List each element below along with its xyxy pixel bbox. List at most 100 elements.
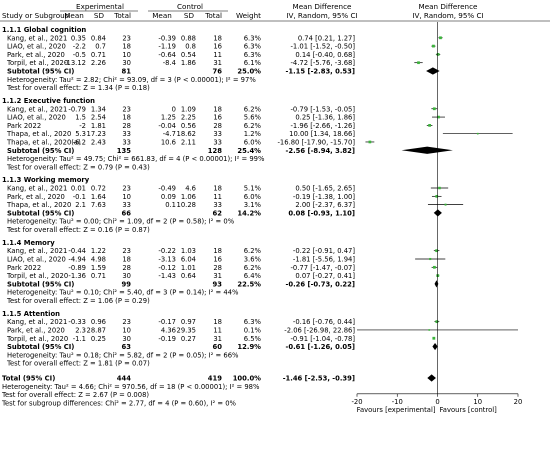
subtotal-diamond [401, 146, 453, 154]
study-e-mean: -1.36 [68, 272, 86, 280]
study-ci: -0.91 [-1.04, -0.78] [290, 335, 355, 343]
study-ci: -1.01 [-1.52, -0.50] [290, 43, 355, 51]
study-point-estimate [428, 123, 431, 127]
study-c-sd: 1.06 [181, 193, 196, 201]
study-weight: 3.6% [244, 255, 262, 263]
study-c-sd: 0.97 [181, 318, 196, 326]
study-name: Thapa, et al., 2020 [6, 201, 71, 209]
study-e-mean: -2.2 [73, 43, 86, 51]
col-e-total: Total [113, 11, 131, 20]
study-e-n: 23 [122, 185, 131, 193]
study-weight: 1.2% [244, 130, 262, 138]
study-c-sd: 2.25 [181, 114, 196, 122]
subgroup-overall-effect: Test for overall effect: Z = 0.16 (P = 0… [6, 226, 150, 234]
study-c-mean: -1.19 [158, 43, 176, 51]
study-c-n: 31 [213, 272, 222, 280]
study-weight: 6.2% [244, 122, 262, 130]
study-c-sd: 4.6 [185, 185, 196, 193]
study-c-mean: -0.17 [158, 318, 176, 326]
study-c-n: 11 [213, 51, 222, 59]
study-e-n: 30 [122, 272, 131, 280]
study-weight: 6.3% [244, 34, 262, 42]
subgroup-title: 1.1.3 Working memory [2, 176, 90, 184]
study-point-estimate [432, 336, 436, 340]
study-name: Park, et al., 2020 [7, 193, 65, 201]
study-e-sd: 1.64 [91, 193, 106, 201]
study-weight: 6.2% [244, 247, 262, 255]
subtotal-diamond [432, 342, 438, 351]
study-e-n: 28 [122, 122, 131, 130]
subgroup-heterogeneity: Heterogeneity: Tau² = 2.82; Chi² = 93.09… [7, 76, 256, 84]
study-name: Torpil, et al., 2020 [6, 59, 68, 67]
study-e-sd: 0.71 [91, 272, 106, 280]
study-e-n: 10 [122, 326, 131, 334]
study-e-n: 23 [122, 34, 131, 42]
study-e-sd: 1.22 [91, 247, 106, 255]
plot-header-subtitle: IV, Random, 95% CI [412, 11, 483, 20]
study-point-estimate [417, 61, 420, 65]
study-ci: -0.19 [-1.38, 1.00] [293, 193, 355, 201]
subgroup-overall-effect: Test for overall effect: Z = 0.79 (P = 0… [6, 163, 150, 171]
study-c-sd: 0.88 [181, 34, 196, 42]
subtotal-e-n: 135 [117, 147, 131, 155]
study-e-n: 33 [122, 130, 131, 138]
subtotal-weight: 25.0% [237, 68, 261, 76]
study-ci: 2.00 [-2.37, 6.37] [295, 201, 355, 209]
study-name: LIAO, et al., 2020 [7, 43, 66, 51]
study-point-estimate [476, 132, 479, 135]
subtotal-c-n: 76 [213, 68, 223, 76]
study-name: Kang, et al., 2021 [7, 185, 67, 193]
study-e-sd: 0.84 [91, 34, 106, 42]
col-weight: Weight [236, 11, 261, 20]
study-c-n: 18 [213, 105, 222, 113]
md-header-title: Mean Difference [293, 2, 352, 11]
subtotal-diamond [434, 280, 439, 288]
study-c-sd: 29.35 [177, 326, 196, 334]
study-e-mean: -4.94 [68, 255, 86, 263]
study-e-sd: 0.96 [91, 318, 106, 326]
subgroup-heterogeneity: Heterogeneity: Tau² = 0.18; Chi² = 5.82,… [7, 351, 239, 359]
study-c-n: 11 [213, 326, 222, 334]
x-axis-tick-label: 10 [473, 398, 482, 406]
x-axis-tick-label: -20 [351, 398, 362, 406]
study-weight: 6.3% [244, 51, 262, 59]
study-e-sd: 2.43 [91, 138, 106, 146]
study-e-n: 10 [122, 51, 131, 59]
subgroup-title: 1.1.1 Global cognition [2, 26, 86, 34]
study-e-mean: 2.3 [75, 326, 86, 334]
study-e-sd: 0.7 [95, 43, 106, 51]
col-e-mean: Mean [64, 11, 84, 20]
study-c-mean: -3.13 [158, 255, 176, 263]
study-c-n: 18 [213, 34, 222, 42]
md-header-subtitle: IV, Random, 95% CI [286, 11, 357, 20]
favours-experimental-label: Favours [experimental] [357, 406, 436, 414]
subtotal-weight: 12.9% [237, 343, 261, 351]
study-ci: -1.81 [-5.56, 1.94] [293, 255, 355, 263]
subgroup-title: 1.1.4 Memory [2, 239, 55, 247]
subtotal-weight: 25.4% [237, 147, 261, 155]
plot-header-title: Mean Difference [419, 2, 478, 11]
total-c-n: 419 [208, 375, 222, 383]
subtotal-weight: 22.5% [237, 280, 261, 288]
study-name: Kang, et al., 2021 [7, 318, 67, 326]
study-e-sd: 2.54 [91, 114, 106, 122]
study-e-sd: 1.81 [91, 122, 106, 130]
study-c-n: 31 [213, 335, 222, 343]
study-c-n: 28 [213, 264, 222, 272]
subtotal-e-n: 66 [122, 209, 132, 217]
study-e-n: 23 [122, 318, 131, 326]
study-c-sd: 1.86 [181, 59, 196, 67]
study-weight: 6.3% [244, 43, 262, 51]
total-label: Total (95% CI) [2, 375, 55, 383]
study-e-sd: 2.26 [91, 59, 106, 67]
study-weight: 3.1% [244, 201, 262, 209]
subtotal-ci: -0.26 [-0.73, 0.22] [286, 280, 355, 288]
study-ci: -0.79 [-1.53, -0.05] [290, 105, 355, 113]
study-c-mean: -0.12 [158, 264, 176, 272]
study-c-mean: -0.64 [158, 51, 176, 59]
study-c-mean: -0.49 [158, 185, 176, 193]
study-ci: 10.00 [1.34, 18.66] [289, 130, 355, 138]
study-e-mean: -0.79 [68, 105, 86, 113]
subgroup-overall-effect: Test for overall effect: Z = 1.06 (P = 0… [6, 297, 150, 305]
subtotal-diamond [426, 67, 440, 75]
